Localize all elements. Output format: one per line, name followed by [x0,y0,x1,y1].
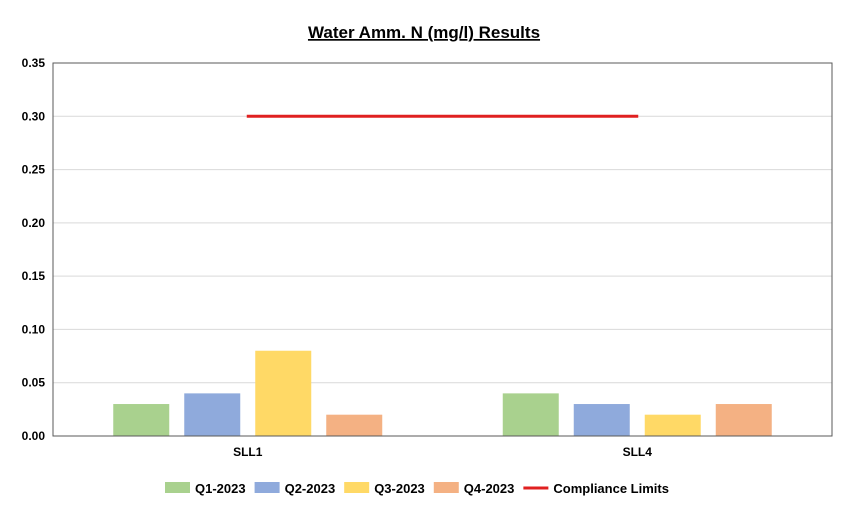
bar-q3-2023-sll4 [644,414,701,436]
bar-q4-2023-sll1 [326,414,383,436]
bar-q2-2023-sll1 [184,393,241,436]
bars [113,350,772,436]
bar-q2-2023-sll4 [573,404,630,436]
legend: Q1-2023 Q2-2023 Q3-2023 Q4-2023 Compliance L… [165,481,669,496]
x-tick-label: SLL1 [233,445,263,459]
legend-label: Q2-2023 [285,481,336,496]
y-tick-label: 0.25 [22,163,46,177]
bar-q3-2023-sll1 [255,350,312,436]
legend-label: Q1-2023 [195,481,246,496]
legend-label: Compliance Limits [553,481,669,496]
y-tick-label: 0.05 [22,376,46,390]
plot-area-frame [52,62,833,437]
gridlines [53,115,832,384]
x-axis-ticks: SLL1 SLL4 [233,445,652,459]
y-tick-label: 0.00 [22,429,46,443]
legend-swatch [433,482,459,493]
legend-swatch [254,482,280,493]
legend-label: Q4-2023 [464,481,515,496]
bar-q1-2023-sll4 [502,393,559,436]
legend-swatch [344,482,370,493]
legend-swatch [165,482,190,493]
y-tick-label: 0.10 [22,322,46,336]
bar-q4-2023-sll4 [715,404,772,436]
bar-q1-2023-sll1 [113,404,170,436]
y-tick-label: 0.30 [22,109,46,123]
y-tick-label: 0.20 [22,216,46,230]
y-axis-ticks: 0.00 0.05 0.10 0.15 0.20 0.25 0.30 0.35 [22,56,46,443]
y-tick-label: 0.35 [22,56,46,70]
chart-title: Water Amm. N (mg/l) Results [308,23,540,42]
y-tick-label: 0.15 [22,269,46,283]
x-tick-label: SLL4 [623,445,653,459]
legend-label: Q3-2023 [374,481,425,496]
